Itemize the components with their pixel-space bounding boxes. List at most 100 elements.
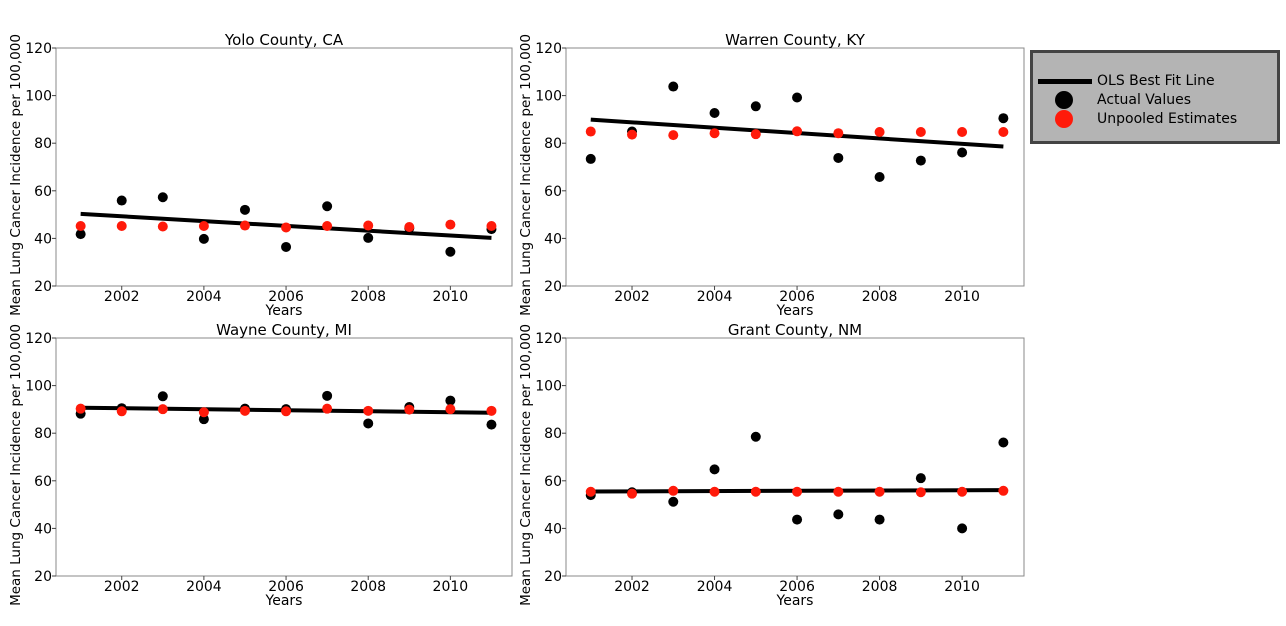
- x-tick-label: 2006: [268, 579, 304, 595]
- actual-value-point: [198, 414, 209, 425]
- legend-dot-swatch: [1055, 110, 1073, 128]
- unpooled-estimate-point: [445, 219, 456, 230]
- y-tick-label: 60: [34, 184, 52, 200]
- actual-value-point: [833, 152, 844, 163]
- y-tick-label: 80: [34, 426, 52, 442]
- actual-value-point: [585, 153, 596, 164]
- y-tick-label: 120: [25, 331, 52, 347]
- legend-label: OLS Best Fit Line: [1097, 73, 1215, 89]
- unpooled-estimate-point: [585, 126, 596, 137]
- actual-value-point: [239, 204, 250, 215]
- y-tick-label: 20: [34, 569, 52, 585]
- unpooled-estimate-point: [322, 403, 333, 414]
- chart-title: Wayne County, MI: [216, 321, 352, 339]
- actual-value-point: [792, 92, 803, 103]
- unpooled-estimate-point: [750, 486, 761, 497]
- chart-panel: Wayne County, MI 20 40 60 80 100 120 2002 2004 20…: [8, 321, 513, 609]
- x-tick-label: 2008: [862, 579, 898, 595]
- unpooled-estimate-point: [116, 406, 127, 417]
- unpooled-estimate-point: [585, 486, 596, 497]
- chart-title: Yolo County, CA: [224, 31, 344, 49]
- unpooled-estimate-point: [627, 488, 638, 499]
- unpooled-estimate-point: [792, 126, 803, 137]
- chart-panel: Grant County, NM 20 40 60 80 100 120 2002 2004 20…: [518, 321, 1025, 609]
- y-tick-label: 100: [535, 379, 562, 395]
- x-axis-label: Years: [265, 593, 303, 609]
- chart-title: Grant County, NM: [728, 321, 862, 339]
- unpooled-estimate-point: [957, 486, 968, 497]
- y-tick-label: 100: [535, 89, 562, 105]
- legend-item-ols-line: OLS Best Fit Line: [1033, 71, 1277, 91]
- actual-value-point: [709, 464, 720, 475]
- unpooled-estimate-point: [627, 129, 638, 140]
- chart-title: Warren County, KY: [725, 31, 866, 49]
- legend-dot-swatch: [1055, 91, 1073, 109]
- x-axis-label: Years: [776, 303, 814, 319]
- x-tick-label: 2008: [350, 289, 386, 305]
- legend-item-actual-values: Actual Values: [1033, 90, 1277, 110]
- actual-value-point: [322, 390, 333, 401]
- y-tick-label: 80: [544, 426, 562, 442]
- y-axis-label: Mean Lung Cancer Incidence per 100,000: [8, 324, 24, 606]
- actual-value-point: [668, 496, 679, 507]
- y-tick-label: 120: [535, 41, 562, 57]
- y-tick-label: 40: [544, 231, 562, 247]
- unpooled-estimate-point: [833, 128, 844, 139]
- unpooled-estimate-point: [833, 486, 844, 497]
- y-axis-label: Mean Lung Cancer Incidence per 100,000: [518, 34, 534, 316]
- y-axis-label: Mean Lung Cancer Incidence per 100,000: [8, 34, 24, 316]
- x-axis-label: Years: [776, 593, 814, 609]
- x-tick-label: 2004: [186, 579, 222, 595]
- unpooled-estimate-point: [750, 129, 761, 140]
- x-tick-label: 2002: [614, 289, 650, 305]
- unpooled-estimate-point: [486, 405, 497, 416]
- unpooled-estimate-point: [198, 221, 209, 232]
- y-tick-label: 80: [544, 136, 562, 152]
- actual-value-point: [668, 81, 679, 92]
- x-tick-label: 2010: [944, 579, 980, 595]
- unpooled-estimate-point: [116, 221, 127, 232]
- actual-value-point: [750, 431, 761, 442]
- x-tick-label: 2008: [350, 579, 386, 595]
- plot-frame: [565, 47, 1025, 287]
- x-tick-label: 2006: [779, 289, 815, 305]
- x-tick-label: 2006: [268, 289, 304, 305]
- unpooled-estimate-point: [709, 486, 720, 497]
- unpooled-estimate-point: [157, 221, 168, 232]
- unpooled-estimate-point: [709, 128, 720, 139]
- unpooled-estimate-point: [281, 222, 292, 233]
- x-tick-label: 2004: [697, 579, 733, 595]
- plot-frame: [55, 337, 513, 577]
- y-tick-label: 120: [25, 41, 52, 57]
- legend-label: Unpooled Estimates: [1097, 111, 1238, 127]
- chart-panel: Warren County, KY 20 40 60 80 100 120 2002 2004 2…: [518, 31, 1025, 319]
- x-tick-label: 2008: [862, 289, 898, 305]
- y-tick-label: 80: [34, 136, 52, 152]
- unpooled-estimate-point: [198, 407, 209, 418]
- unpooled-estimate-point: [363, 405, 374, 416]
- actual-value-point: [281, 241, 292, 252]
- x-tick-label: 2004: [186, 289, 222, 305]
- actual-value-point: [486, 419, 497, 430]
- unpooled-estimate-point: [281, 406, 292, 417]
- y-tick-label: 60: [34, 474, 52, 490]
- y-tick-label: 20: [34, 279, 52, 295]
- actual-value-point: [998, 437, 1009, 448]
- y-tick-label: 40: [544, 521, 562, 537]
- unpooled-estimate-point: [792, 486, 803, 497]
- legend-label: Actual Values: [1097, 92, 1192, 108]
- y-tick-label: 40: [34, 231, 52, 247]
- x-tick-label: 2002: [104, 579, 140, 595]
- unpooled-estimate-point: [239, 220, 250, 231]
- unpooled-estimate-point: [915, 127, 926, 138]
- actual-value-point: [833, 509, 844, 520]
- actual-value-point: [157, 391, 168, 402]
- unpooled-estimate-point: [75, 221, 86, 232]
- actual-value-point: [116, 195, 127, 206]
- y-tick-label: 120: [535, 331, 562, 347]
- y-tick-label: 40: [34, 521, 52, 537]
- y-tick-label: 60: [544, 474, 562, 490]
- actual-value-point: [322, 201, 333, 212]
- x-axis-label: Years: [265, 303, 303, 319]
